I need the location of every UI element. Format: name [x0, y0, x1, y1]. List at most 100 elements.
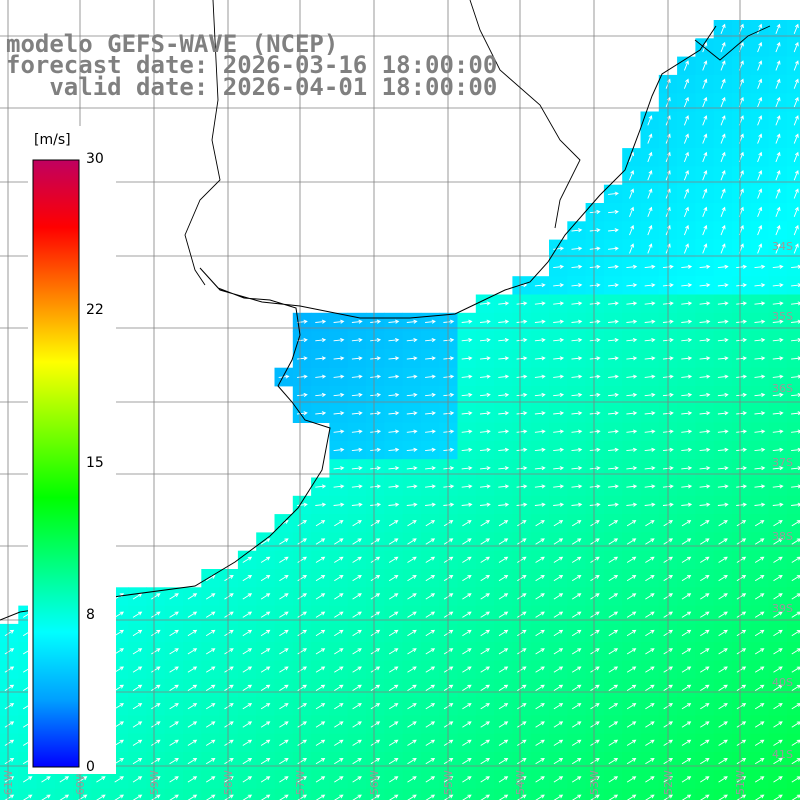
wind-arrow: [571, 337, 583, 343]
wind-arrow: [370, 739, 381, 746]
speed-cell: [146, 788, 166, 800]
wind-arrow: [315, 411, 327, 416]
wind-arrow: [699, 411, 711, 416]
wind-arrow: [626, 374, 638, 379]
wind-arrow: [461, 429, 473, 434]
wind-arrow: [720, 78, 726, 89]
wind-arrow: [425, 392, 436, 397]
wind-arrow: [647, 188, 653, 199]
wind-arrow: [425, 758, 436, 765]
wind-arrow: [279, 611, 289, 618]
wind-arrow: [626, 447, 638, 452]
speed-cell: [786, 166, 800, 186]
wind-arrow: [626, 739, 637, 746]
wind-arrow: [534, 466, 546, 471]
wind-arrow: [388, 666, 399, 673]
wind-arrow: [571, 283, 583, 288]
wind-arrow: [644, 264, 656, 269]
wind-arrow: [754, 484, 766, 489]
wind-arrow: [297, 648, 307, 655]
wind-arrow: [260, 758, 271, 765]
wind-arrow: [425, 502, 436, 507]
latitude-label: 39S: [772, 602, 793, 615]
wind-arrow: [775, 96, 781, 108]
wind-arrow: [571, 593, 582, 600]
wind-arrow: [297, 776, 307, 783]
wind-arrow: [700, 758, 710, 765]
wind-arrow: [407, 739, 417, 746]
wind-arrow: [205, 703, 216, 710]
wind-arrow: [681, 538, 692, 545]
wind-arrow: [535, 520, 545, 527]
wind-arrow: [333, 466, 345, 471]
wind-arrow: [720, 133, 726, 144]
wind-arrow: [736, 374, 748, 379]
wind-arrow: [629, 243, 635, 254]
wind-arrow: [553, 703, 564, 710]
speed-cell: [512, 788, 532, 800]
wind-arrow: [279, 721, 289, 728]
wind-arrow: [717, 374, 729, 379]
wind-arrow: [352, 538, 362, 545]
wind-arrow: [498, 684, 509, 691]
wind-arrow: [425, 648, 436, 655]
wind-arrow: [534, 319, 546, 324]
wind-arrow: [370, 374, 382, 379]
speed-cell: [18, 788, 37, 800]
wind-arrow: [406, 319, 418, 324]
wind-arrow: [498, 556, 509, 563]
speed-cell: [603, 788, 623, 800]
wind-arrow: [260, 648, 271, 655]
wind-arrow: [114, 611, 124, 618]
wind-arrow: [629, 188, 635, 199]
wind-arrow: [791, 611, 800, 618]
wind-arrow: [479, 447, 491, 452]
wind-arrow: [626, 264, 638, 269]
border-line: [469, 0, 581, 229]
wind-arrow: [571, 264, 583, 269]
wind-arrow: [754, 721, 765, 728]
wind-arrow: [717, 301, 729, 306]
wind-arrow: [720, 224, 726, 236]
wind-arrow: [151, 593, 161, 600]
wind-arrow: [279, 684, 289, 691]
wind-arrow: [773, 684, 783, 691]
wind-arrow: [720, 115, 726, 126]
wind-arrow: [717, 429, 729, 434]
wind-arrow: [535, 776, 545, 783]
wind-arrow: [757, 78, 763, 89]
wind-arrow: [644, 447, 656, 452]
wind-arrow: [535, 648, 545, 655]
wind-arrow: [388, 502, 400, 507]
wind-arrow: [553, 739, 564, 746]
wind-arrow: [645, 648, 655, 655]
wind-arrow: [571, 356, 583, 361]
wind-arrow: [480, 739, 490, 746]
wind-arrow: [516, 447, 528, 452]
wind-arrow: [388, 466, 400, 471]
wind-arrow: [681, 666, 692, 673]
wind-arrow: [535, 575, 545, 582]
wind-arrow: [757, 206, 763, 217]
wind-arrow: [647, 224, 653, 236]
wind-arrow: [114, 648, 124, 655]
wind-arrow: [608, 684, 619, 691]
wind-arrow: [754, 502, 766, 507]
wind-arrow: [681, 758, 692, 765]
wind-arrow: [736, 556, 747, 563]
wind-arrow: [757, 170, 763, 181]
longitude-label: 57W: [294, 770, 307, 795]
wind-arrow: [736, 721, 747, 728]
wind-arrow: [516, 301, 528, 306]
wind-arrow: [775, 151, 781, 163]
wind-arrow: [315, 502, 327, 507]
wind-arrow: [498, 648, 509, 655]
wind-arrow: [626, 721, 637, 728]
wind-arrow: [717, 356, 729, 361]
wind-arrow: [644, 411, 656, 416]
wind-arrow: [553, 484, 565, 489]
wind-arrow: [425, 319, 436, 324]
wind-arrow: [462, 684, 472, 691]
wind-arrow: [736, 739, 747, 746]
wind-arrow: [626, 520, 637, 527]
